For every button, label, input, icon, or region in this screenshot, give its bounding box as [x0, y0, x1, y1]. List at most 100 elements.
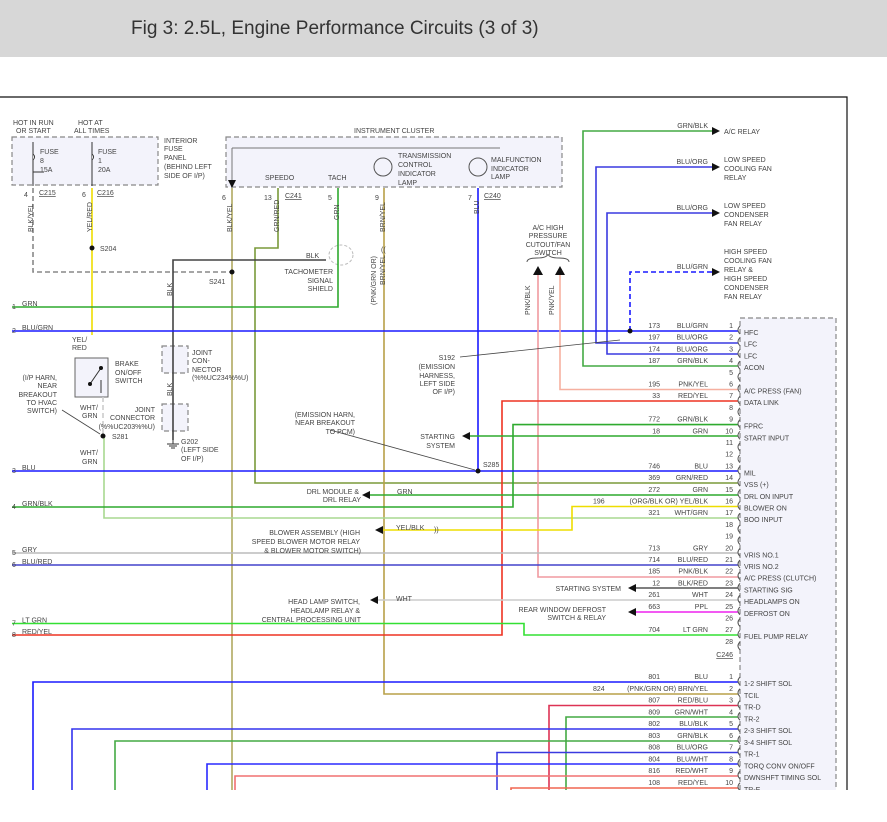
wire-color: BLU/WHT	[677, 756, 709, 763]
pin-function: 2-3 SHIFT SOL	[744, 728, 792, 735]
connector-pin-icon	[737, 349, 741, 358]
svg-text:CUTOUT/FAN: CUTOUT/FAN	[526, 242, 571, 249]
circuit-number: 802	[648, 721, 660, 728]
svg-text:INTERIOR: INTERIOR	[164, 138, 197, 145]
svg-text:(PNK/GRN OR): (PNK/GRN OR)	[371, 256, 378, 305]
svg-text:1: 1	[98, 158, 102, 165]
wire-red-yel	[12, 400, 738, 636]
svg-text:8: 8	[40, 158, 44, 165]
wire-color-labels: BLK/YEL YEL/RED BLK/YEL GRN/RED GRN BRN/…	[28, 200, 556, 603]
pin-function: BLOWER ON	[744, 506, 787, 513]
circuit-number: 18	[652, 428, 660, 435]
wire-color: GRN/BLK	[677, 733, 708, 740]
svg-text:C241: C241	[285, 193, 302, 200]
svg-text:REAR WINDOW DEFROST: REAR WINDOW DEFROST	[519, 607, 607, 614]
svg-text:PNK/BLK: PNK/BLK	[525, 285, 532, 315]
svg-text:LEFT SIDE: LEFT SIDE	[420, 381, 456, 388]
diagram-frame	[0, 96, 848, 790]
svg-text:SPEEDO: SPEEDO	[265, 175, 295, 182]
connector-pin-icon	[737, 711, 741, 721]
pcm-pin-pcm_c2-6: 6 803 GRN/BLK 3-4 SHIFT SOL	[648, 733, 792, 747]
circuit-number: 173	[648, 323, 660, 330]
svg-text:20A: 20A	[98, 167, 111, 174]
wire-color: BLU/RED	[678, 557, 708, 564]
pcm-pin-pcm_c2-8: 8 804 BLU/WHT TORQ CONV ON/OFF	[648, 756, 814, 770]
splice-s192	[627, 328, 633, 334]
pin-number: 26	[725, 616, 733, 623]
connector-pin-icon	[737, 676, 741, 686]
wire-804	[206, 763, 738, 790]
connector-pin-icon	[737, 641, 741, 651]
connector-pin-icon	[737, 571, 741, 581]
connector-pin-icon	[737, 395, 741, 405]
circuit-number: 714	[648, 557, 660, 564]
pin-number: 28	[725, 639, 733, 646]
pcm-pin-pcm_c246-28: 28	[725, 639, 741, 651]
pcm-pin-pcm_c246-7: 7 33 RED/YEL DATA LINK	[652, 393, 779, 407]
wire-color: GRY	[693, 545, 708, 552]
pcm-pin-pcm_c246-24: 24 261 WHT HEADLAMPS ON	[648, 592, 799, 606]
pin-function: MIL	[744, 470, 756, 477]
pin-number: 10	[725, 428, 733, 435]
pcm-pin-pcm_c246-16: 16 196 (ORG/BLK OR) YEL/BLK BLOWER ON	[593, 499, 787, 513]
pin-number: 18	[725, 522, 733, 529]
pin-number: 9	[729, 417, 733, 424]
svg-text:A/C HIGH: A/C HIGH	[532, 225, 563, 232]
connector-pin-icon	[737, 360, 741, 370]
pcm-pin-pcm_c246-23: 23 12 BLK/RED STARTING SIG	[652, 580, 793, 594]
pcm-pin-pcm_c2-5: 5 802 BLU/BLK 2-3 SHIFT SOL	[648, 721, 792, 735]
wire-ac-relay	[582, 127, 738, 367]
circuit-number: 174	[648, 346, 660, 353]
wire-801	[32, 681, 738, 790]
connector-pin-icon	[737, 325, 741, 335]
fuse-panel-labels: HOT IN RUN OR START HOT AT ALL TIMES FUS…	[13, 120, 213, 199]
svg-text:CON-: CON-	[192, 358, 211, 365]
tach-shield-icon	[328, 244, 354, 266]
connector-pin-icon	[737, 700, 741, 709]
pin-number: 7	[729, 745, 733, 752]
wire-color: RED/BLU	[678, 698, 708, 705]
pcm-pin-pcm_c2-7: 7 808 BLU/ORG TR-1	[648, 745, 759, 759]
connector-pin-icon	[737, 430, 741, 440]
pin-number: 5	[729, 721, 733, 728]
svg-text:DRL RELAY: DRL RELAY	[323, 497, 361, 504]
svg-text:FUSE: FUSE	[98, 149, 117, 156]
joint-connector-203	[161, 403, 189, 432]
wire-color: GRN/RED	[676, 475, 708, 482]
wire-color: BLK/RED	[678, 580, 708, 587]
pcm-pin-pcm_c246-8: 8	[729, 405, 741, 417]
circuit-number: 33	[652, 393, 660, 400]
connector-pin-icon	[737, 384, 741, 393]
left-wire-number: 7	[12, 621, 16, 628]
inline-connector-icon: ))	[434, 527, 439, 534]
pcm-pin-pcm_c246-13: 13 746 BLU MIL	[648, 463, 755, 477]
svg-text:GRN: GRN	[397, 489, 413, 496]
pin-function: START INPUT	[744, 435, 790, 442]
brake-switch-box	[74, 357, 109, 398]
wire-pnk-yel	[559, 272, 738, 391]
pin-number: 10	[725, 780, 733, 787]
circuit-number: 824	[593, 686, 605, 693]
connector-pin-icon	[737, 583, 741, 592]
pin-function: 1-2 SHIFT SOL	[744, 681, 792, 688]
svg-text:BLU: BLU	[474, 200, 481, 214]
pin-function: ACON	[744, 365, 764, 372]
svg-text:BRAKE: BRAKE	[115, 361, 139, 368]
cluster-labels: INSTRUMENT CLUSTER SPEEDO TACH TRANSMISS…	[222, 128, 542, 202]
pin-number: 11	[726, 440, 733, 447]
pin-number: 5	[729, 370, 733, 377]
svg-text:GRN/RED: GRN/RED	[274, 200, 281, 232]
svg-text:INSTRUMENT CLUSTER: INSTRUMENT CLUSTER	[354, 128, 434, 135]
relay-label: FAN RELAY	[724, 294, 762, 301]
left-wire-labels: 1 GRN 2 BLU/GRN 3 BLU 4 GRN/BLK 5 GRY 6 BLU/RED 7 LT …	[12, 301, 53, 639]
circuit-number: 713	[648, 545, 660, 552]
svg-text:S285: S285	[483, 462, 499, 469]
relay-label: FAN RELAY	[724, 221, 762, 228]
circuit-number: 808	[648, 745, 660, 752]
pin-function: DEFROST ON	[744, 611, 790, 618]
relay-label: LOW SPEED	[724, 157, 766, 164]
wire-blower	[375, 505, 738, 534]
wire-816	[234, 775, 738, 790]
pin-number: 21	[725, 557, 733, 564]
circuit-number: 663	[648, 604, 660, 611]
